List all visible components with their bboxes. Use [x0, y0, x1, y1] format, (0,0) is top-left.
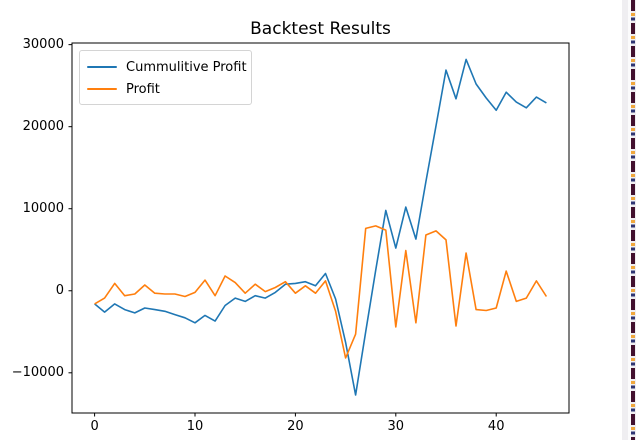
x-tick-label: 30 [387, 419, 405, 434]
profit-line [94, 225, 548, 359]
x-tick-label: 20 [287, 419, 304, 434]
edge-strip-dash-pattern [631, 0, 635, 440]
legend-label: Profit [126, 81, 160, 97]
series-lines [94, 58, 548, 396]
x-tick-label: 0 [90, 419, 99, 434]
y-tick-label: 0 [55, 282, 64, 298]
x-tick-label: 40 [487, 419, 505, 434]
legend-line-swatch [87, 65, 117, 69]
edge-strip-inner-column [627, 0, 631, 440]
legend-label: Cummulitive Profit [126, 59, 247, 75]
x-tick-label: 10 [186, 419, 204, 434]
window-edge-strip [622, 0, 636, 440]
axes-spines [71, 42, 570, 414]
y-tick-label: 10000 [22, 200, 64, 216]
legend-line-swatch [87, 87, 117, 91]
legend-item-cummulitive-profit: Cummulitive Profit [87, 56, 247, 78]
y-tick-label: −10000 [11, 364, 64, 380]
y-tick-label: 30000 [22, 36, 64, 52]
axis-ticks [68, 44, 497, 417]
legend-item-profit: Profit [87, 78, 243, 100]
chart-title: Backtest Results [250, 19, 391, 39]
cummulitive-profit-line [94, 58, 547, 396]
y-tick-label: 20000 [22, 118, 64, 134]
legend: Cummulitive Profit Profit [79, 50, 252, 105]
